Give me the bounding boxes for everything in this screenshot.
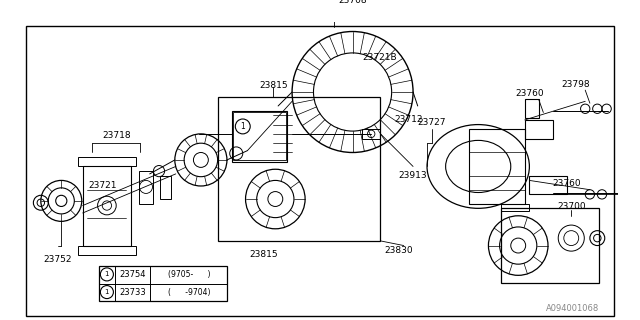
Text: 23721: 23721: [88, 180, 116, 189]
Bar: [232, 111, 287, 162]
Bar: [502, 208, 599, 283]
Text: (9705-      ): (9705- ): [168, 270, 210, 279]
Bar: [234, 112, 285, 160]
Text: 23712: 23712: [394, 116, 422, 124]
Text: 23721B: 23721B: [362, 53, 397, 62]
Bar: [218, 97, 381, 241]
Text: A094001068: A094001068: [546, 304, 599, 313]
Text: 1: 1: [241, 122, 245, 131]
Text: 23700: 23700: [557, 202, 586, 211]
Text: 23815: 23815: [259, 81, 288, 90]
Bar: [78, 157, 136, 166]
Bar: [160, 176, 171, 199]
Bar: [78, 245, 136, 255]
Bar: [469, 129, 525, 204]
Bar: [525, 120, 553, 139]
Bar: [525, 100, 539, 118]
Text: 23733: 23733: [120, 288, 147, 297]
Text: 1: 1: [105, 271, 109, 277]
Text: 23815: 23815: [250, 250, 278, 259]
Text: 23760: 23760: [515, 89, 544, 98]
Bar: [83, 166, 131, 245]
Text: 23752: 23752: [44, 255, 72, 264]
Text: 23760: 23760: [552, 179, 581, 188]
Text: 23913: 23913: [399, 171, 428, 180]
Text: (      -9704): ( -9704): [168, 288, 210, 297]
Bar: [529, 176, 566, 194]
Bar: [502, 204, 529, 211]
Bar: [138, 171, 154, 204]
Text: 23798: 23798: [562, 80, 590, 89]
Text: 23830: 23830: [385, 246, 413, 255]
Bar: [362, 129, 381, 139]
Bar: [99, 266, 227, 301]
Text: 23718: 23718: [102, 131, 131, 140]
Text: 23727: 23727: [417, 118, 446, 127]
Text: 23708: 23708: [339, 0, 367, 5]
Text: 23754: 23754: [120, 270, 146, 279]
Text: 1: 1: [105, 289, 109, 295]
